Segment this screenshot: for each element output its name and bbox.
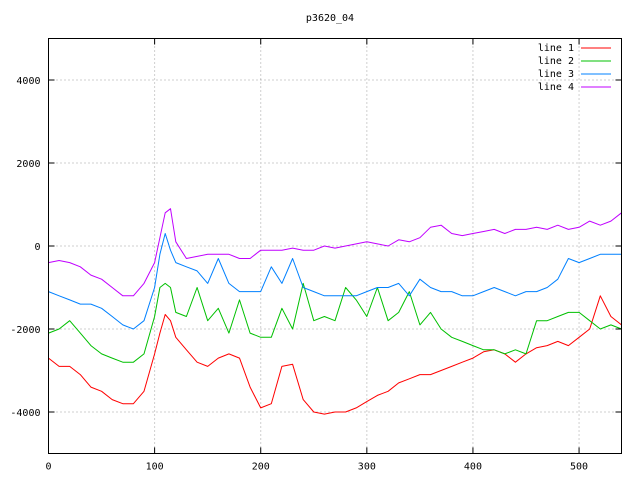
- chart-title: p3620_04: [306, 13, 354, 24]
- legend: line 1 line 2 line 3 line 4: [538, 43, 611, 93]
- legend-label-4: line 4: [538, 82, 574, 93]
- y-tick-label: 2000: [16, 159, 40, 170]
- legend-label-3: line 3: [538, 69, 574, 80]
- series-line-1: [48, 295, 622, 415]
- x-tick-label: 300: [358, 462, 376, 473]
- x-tick-label: 200: [252, 462, 270, 473]
- series-lines: [48, 208, 622, 415]
- legend-label-2: line 2: [538, 56, 574, 67]
- plot-frame: [48, 38, 622, 454]
- x-tick-label: 500: [570, 462, 588, 473]
- axes: 0 100 200 300 400 500 -4000 -2000 0 2000 4000: [10, 38, 622, 473]
- series-line-2: [48, 282, 622, 363]
- y-tick-label: -4000: [10, 408, 40, 419]
- series-line-4: [48, 208, 622, 297]
- grid: [48, 38, 622, 454]
- series-line-3: [48, 233, 622, 330]
- x-tick-label: 100: [146, 462, 164, 473]
- y-tick-label: -2000: [10, 325, 40, 336]
- x-tick-label: 400: [464, 462, 482, 473]
- y-tick-label: 4000: [16, 76, 40, 87]
- x-tick-label: 0: [45, 462, 51, 473]
- y-tick-label: 0: [34, 242, 40, 253]
- legend-label-1: line 1: [538, 43, 574, 54]
